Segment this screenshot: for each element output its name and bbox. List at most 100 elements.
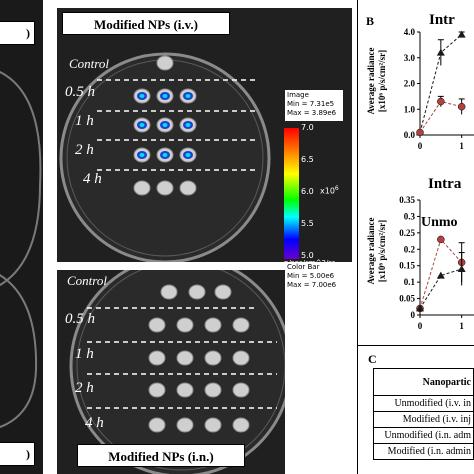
iv-signal-core-3-1 [162, 153, 168, 157]
chart-top-y-tick-label-1: 1.0 [404, 104, 416, 114]
table-row: Modified (i.n. admin [373, 443, 474, 460]
colorbar-gradient [284, 128, 299, 259]
panel-in-title: Modified NPs (i.n.) [77, 444, 245, 467]
image-info-title: Image [287, 91, 309, 99]
panel-c-table: Nanopartic Unmodified (i.v. in Modified … [373, 368, 474, 460]
chart-top-series-0-point-2 [457, 30, 466, 38]
in-sample-3-2 [204, 382, 222, 398]
iv-sample-0-0 [156, 55, 174, 71]
iv-signal-core-3-2 [185, 153, 191, 157]
in-sample-3-3 [232, 382, 250, 398]
iv-signal-core-1-1 [162, 94, 168, 98]
iv-time-label-0-5h: 0.5 h [65, 84, 95, 100]
image-info-min: Min = 7.31e5 [287, 100, 335, 108]
in-sample-1-3 [232, 317, 250, 333]
in-sample-2-2 [204, 350, 222, 366]
colorbar-tick-5-5: 5.5 [301, 219, 314, 228]
image-info-max: Max = 3.89e6 [287, 109, 337, 117]
chart-top-y-tick-label-4: 4.0 [404, 27, 416, 37]
in-sample-2-3 [232, 350, 250, 366]
in-sample-1-1 [176, 317, 194, 333]
in-time-label-0-5h: 0.5 h [65, 311, 95, 327]
table-cell-row-2: Modified (i.v. inj [373, 411, 474, 428]
chart-top-series-0-point-1 [436, 48, 445, 56]
chart-bottom-y-tick-label-5: 0.25 [399, 228, 415, 238]
chart-bottom-y-tick-label-0: 0 [411, 310, 416, 320]
chart-top-series-1-point-1 [437, 97, 445, 106]
chart-b-bottom-annotation: Unmo [421, 215, 458, 230]
table-header-row: Nanopartic [373, 368, 474, 396]
in-sample-2-1 [176, 350, 194, 366]
in-sample-4-1 [176, 417, 194, 433]
colorbar-tick-7-0: 7.0 [301, 123, 314, 132]
in-sample-4-0 [148, 417, 166, 433]
chart-bottom-series-1-point-2 [457, 265, 466, 272]
table-header-cell: Nanopartic [373, 368, 474, 396]
image-info-box: Image Min = 7.31e5 Max = 3.89e6 [285, 90, 343, 121]
panel-c-divider [358, 345, 474, 346]
in-time-label-1h: 1 h [75, 346, 94, 362]
chart-top-y-tick-label-2: 2.0 [404, 79, 416, 89]
table-row: Unmodified (i.n. adm [373, 427, 474, 444]
in-time-label-2h: 2 h [75, 380, 94, 396]
iv-time-label-control: Control [69, 56, 109, 71]
in-time-label-4h: 4 h [85, 415, 104, 431]
in-sample-4-2 [204, 417, 222, 433]
iv-signal-core-2-0 [139, 123, 145, 127]
in-sample-0-0 [160, 284, 178, 300]
colorbar-tick-6-5: 6.5 [301, 155, 314, 164]
chart-top-x-tick-label-1: 1 [459, 141, 464, 151]
chart-bottom-y-tick-label-2: 0.1 [404, 277, 416, 287]
petri-dish-iv [59, 52, 271, 262]
iv-sample-4-0 [133, 180, 151, 196]
chart-top-y-tick-label-0: 0.0 [404, 130, 416, 140]
chart-b-bottom-title: Intra [428, 176, 462, 192]
chart-bottom-x-tick-label-1: 1 [459, 321, 464, 331]
iv-time-label-4h: 4 h [83, 171, 102, 187]
table-row: Unmodified (i.v. in [373, 395, 474, 412]
chart-bottom-y-tick-label-7: 0.35 [399, 195, 415, 205]
iv-signal-core-2-1 [162, 123, 168, 127]
in-sample-1-0 [148, 317, 166, 333]
table-row: Modified (i.v. inj [373, 411, 474, 428]
imaging-panel-iv: Modified NPs (i.v.) Control 0.5 h 1 h 2 … [57, 8, 352, 267]
imaging-panel-in: Control 0.5 h 1 h 2 h 4 h Modified NPs (… [57, 270, 285, 474]
in-sample-3-1 [176, 382, 194, 398]
in-sample-3-0 [148, 382, 166, 398]
colorbar-exponent: x106 [320, 185, 339, 196]
chart-bottom-y-tick-label-1: 0.05 [399, 294, 415, 304]
left-petri-dishes [0, 71, 42, 428]
colorbar-exponent-base: x10 [320, 186, 335, 196]
chart-bottom-series-1-point-1 [436, 271, 445, 279]
iv-signal-core-1-2 [185, 94, 191, 98]
colorbar-info-box: Color Bar Min = 5.00e6 Max = 7.00e6 [285, 262, 343, 293]
panel-c-letter: C [368, 352, 377, 366]
chart-bottom-x-tick-label-0: 0 [418, 321, 423, 331]
iv-time-label-2h: 2 h [75, 142, 94, 158]
colorbar-info-max: Max = 7.00e6 [287, 281, 337, 289]
colorbar-exponent-power: 6 [334, 185, 339, 192]
chart-bottom-series-0-point-1 [437, 235, 445, 244]
chart-top-series-1-point-0 [416, 128, 424, 137]
chart-bottom-series-1-line [419, 268, 462, 309]
iv-sample-4-1 [156, 180, 174, 196]
table-cell-row-1: Unmodified (i.v. in [373, 395, 474, 412]
chart-bottom-y-tick-label-4: 0.2 [404, 244, 416, 254]
chart-bottom-y-tick-label-3: 0.15 [399, 261, 415, 271]
iv-signal-core-2-2 [185, 123, 191, 127]
panel-iv-title: Modified NPs (i.v.) [62, 12, 230, 35]
colorbar-info-min: Min = 5.00e6 [287, 272, 335, 280]
chart-bottom-y-tick-label-6: 0.3 [404, 211, 416, 221]
table-cell-row-3: Unmodified (i.n. adm [373, 427, 474, 444]
in-sample-1-2 [204, 317, 222, 333]
iv-time-label-1h: 1 h [75, 113, 94, 129]
colorbar-tick-5-0: 5.0 [301, 251, 314, 260]
chart-b-top-title: Intr [429, 12, 455, 28]
iv-signal-core-1-0 [139, 94, 145, 98]
colorbar-info-title: Color Bar [287, 263, 320, 271]
chart-top-series-1-point-2 [457, 102, 466, 111]
iv-signal-core-3-0 [139, 153, 145, 157]
in-sample-0-1 [188, 284, 206, 300]
iv-sample-4-2 [179, 180, 197, 196]
in-sample-0-2 [214, 284, 232, 300]
